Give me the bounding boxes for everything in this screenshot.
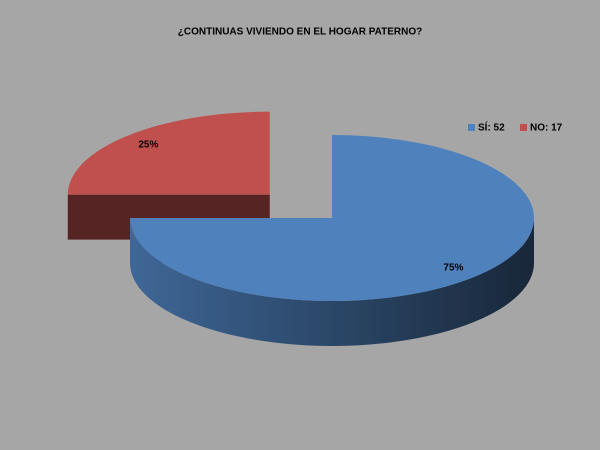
chart-title: ¿CONTINUAS VIVIENDO EN EL HOGAR PATERNO? — [178, 27, 422, 38]
legend-label: NO: 17 — [530, 123, 563, 134]
slice-side — [130, 218, 534, 346]
legend-label: SÍ: 52 — [478, 121, 505, 134]
value-label: 25% — [138, 139, 158, 150]
slice — [67, 111, 270, 195]
value-label: 75% — [443, 263, 463, 274]
legend-swatch — [468, 124, 475, 131]
legend-swatch — [520, 124, 527, 131]
slice — [130, 135, 534, 301]
